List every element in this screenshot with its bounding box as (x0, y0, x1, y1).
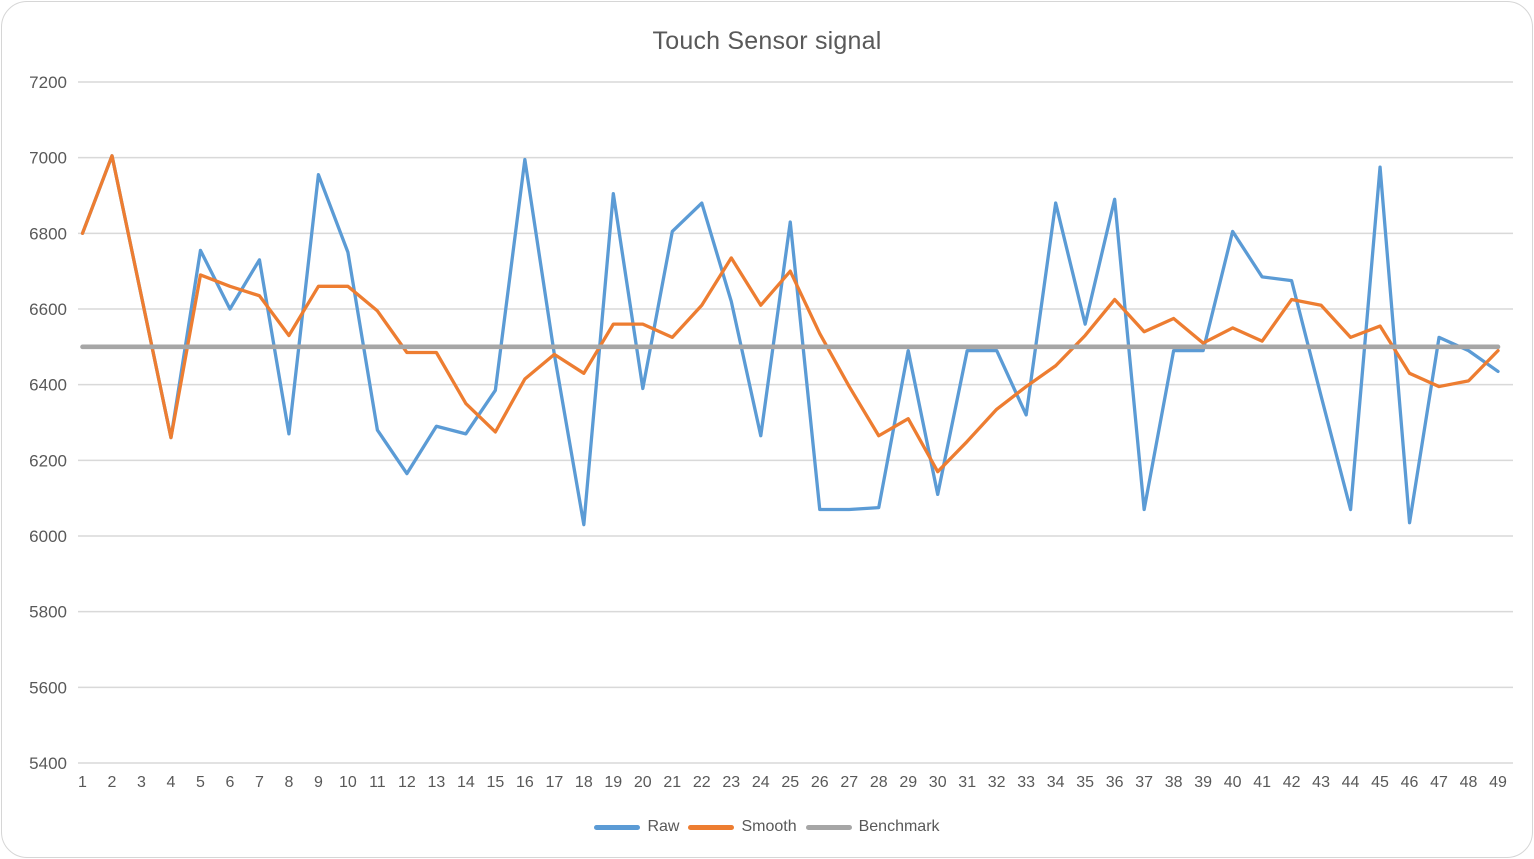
y-tick-label-6600: 6600 (29, 300, 67, 319)
legend-swatch-raw (594, 824, 641, 830)
x-tick-label-46: 46 (1401, 774, 1419, 791)
x-tick-label-21: 21 (663, 774, 681, 791)
legend: Raw Smooth Benchmark (2, 818, 1532, 836)
x-tick-label-19: 19 (604, 774, 622, 791)
x-tick-label-42: 42 (1283, 774, 1301, 791)
legend-item-benchmark: Benchmark (805, 818, 940, 836)
x-tick-label-41: 41 (1253, 774, 1271, 791)
x-tick-label-40: 40 (1224, 774, 1242, 791)
chart-title: Touch Sensor signal (652, 27, 882, 55)
y-tick-label-5400: 5400 (29, 754, 67, 773)
x-tick-label-47: 47 (1430, 774, 1448, 791)
x-tick-label-13: 13 (427, 774, 445, 791)
x-tick-label-9: 9 (314, 774, 323, 791)
legend-item-raw: Raw (594, 818, 679, 836)
x-tick-label-25: 25 (781, 774, 799, 791)
y-tick-label-5600: 5600 (29, 678, 67, 697)
y-tick-label-6000: 6000 (29, 527, 67, 546)
legend-label-benchmark: Benchmark (858, 818, 940, 835)
x-tick-label-20: 20 (634, 774, 652, 791)
x-tick-label-23: 23 (722, 774, 740, 791)
smooth-series-line (80, 154, 1500, 474)
x-tick-label-4: 4 (167, 774, 176, 791)
x-tick-label-17: 17 (545, 774, 563, 791)
x-tick-label-22: 22 (693, 774, 711, 791)
y-tick-label-6800: 6800 (29, 224, 67, 243)
x-tick-label-12: 12 (398, 774, 416, 791)
x-tick-label-1: 1 (78, 774, 87, 791)
legend-swatch-smooth (688, 824, 735, 830)
x-tick-label-28: 28 (870, 774, 888, 791)
x-tick-label-5: 5 (196, 774, 205, 791)
x-tick-label-10: 10 (339, 774, 357, 791)
x-tick-label-37: 37 (1135, 774, 1153, 791)
x-tick-label-7: 7 (255, 774, 264, 791)
y-tick-label-5800: 5800 (29, 603, 67, 622)
x-tick-label-48: 48 (1460, 774, 1478, 791)
x-tick-label-8: 8 (284, 774, 293, 791)
x-tick-label-35: 35 (1076, 774, 1094, 791)
x-tick-label-16: 16 (516, 774, 534, 791)
x-tick-label-2: 2 (108, 774, 117, 791)
x-tick-label-45: 45 (1371, 774, 1389, 791)
legend-label-smooth: Smooth (741, 818, 797, 835)
y-tick-label-6400: 6400 (29, 376, 67, 395)
x-tick-label-11: 11 (369, 774, 386, 791)
x-tick-label-32: 32 (988, 774, 1006, 791)
x-tick-label-14: 14 (457, 774, 475, 791)
x-tick-label-6: 6 (225, 774, 234, 791)
legend-swatch-benchmark (805, 824, 852, 830)
y-tick-label-7000: 7000 (29, 149, 67, 168)
legend-label-raw: Raw (647, 818, 680, 835)
x-tick-label-38: 38 (1165, 774, 1183, 791)
x-tick-label-33: 33 (1017, 774, 1035, 791)
x-tick-label-18: 18 (575, 774, 593, 791)
x-tick-label-39: 39 (1194, 774, 1212, 791)
x-tick-label-44: 44 (1342, 774, 1360, 791)
y-tick-label-7200: 7200 (29, 73, 67, 92)
x-tick-label-15: 15 (486, 774, 504, 791)
y-tick-label-6200: 6200 (29, 451, 67, 470)
x-tick-label-43: 43 (1312, 774, 1330, 791)
x-tick-label-3: 3 (137, 774, 146, 791)
x-tick-label-26: 26 (811, 774, 829, 791)
legend-item-smooth: Smooth (688, 818, 797, 836)
x-tick-label-24: 24 (752, 774, 770, 791)
x-tick-label-27: 27 (840, 774, 858, 791)
x-tick-label-31: 31 (958, 774, 976, 791)
x-tick-label-29: 29 (899, 774, 917, 791)
x-tick-label-34: 34 (1047, 774, 1065, 791)
x-tick-label-36: 36 (1106, 774, 1124, 791)
raw-series-line (80, 154, 1500, 527)
x-tick-label-30: 30 (929, 774, 947, 791)
x-tick-label-49: 49 (1489, 774, 1507, 791)
